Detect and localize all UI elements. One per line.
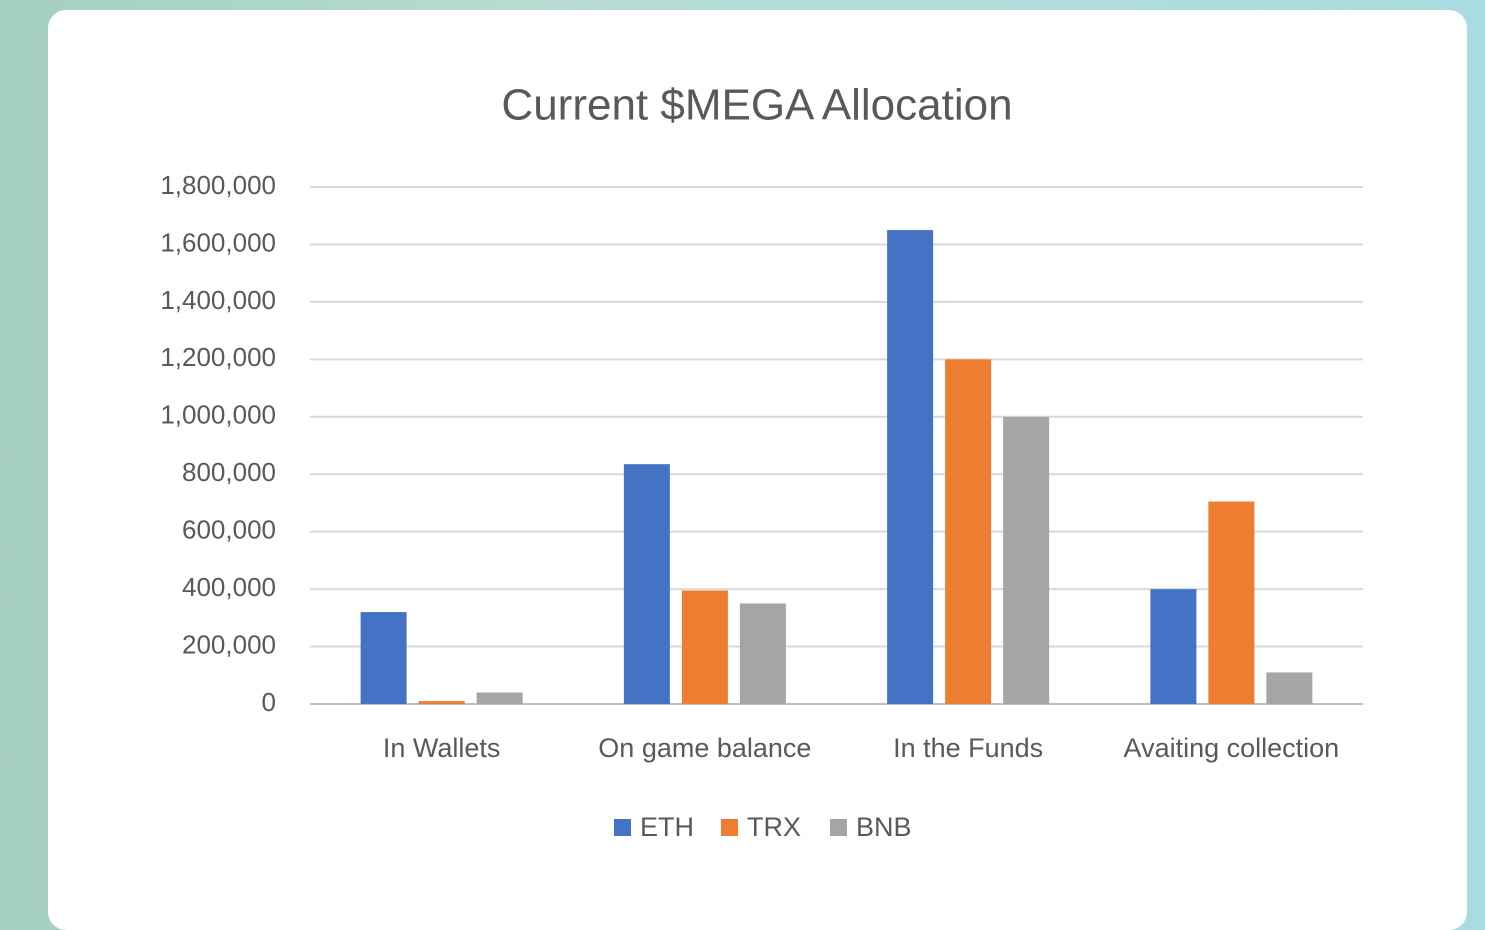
bar bbox=[887, 230, 934, 705]
bar bbox=[945, 359, 992, 704]
x-tick-label: Avaiting collection bbox=[1124, 733, 1340, 763]
y-tick-label: 800,000 bbox=[182, 457, 276, 487]
legend-label: TRX bbox=[747, 812, 801, 842]
bar bbox=[360, 612, 407, 704]
bar bbox=[476, 692, 523, 704]
legend-label: BNB bbox=[856, 812, 912, 842]
legend-swatch bbox=[830, 819, 847, 836]
y-tick-label: 400,000 bbox=[182, 572, 276, 602]
bar bbox=[739, 603, 786, 704]
bar bbox=[681, 590, 728, 704]
bar bbox=[1266, 672, 1313, 704]
y-tick-label: 600,000 bbox=[182, 515, 276, 545]
bar bbox=[1150, 589, 1197, 704]
chart-title: Current $MEGA Allocation bbox=[501, 81, 1012, 130]
legend-swatch bbox=[721, 819, 738, 836]
x-tick-label: In Wallets bbox=[383, 733, 501, 763]
bar bbox=[1208, 501, 1255, 704]
y-tick-label: 200,000 bbox=[182, 629, 276, 659]
y-tick-label: 1,400,000 bbox=[160, 285, 276, 315]
y-tick-label: 1,000,000 bbox=[160, 400, 276, 430]
y-tick-label: 1,200,000 bbox=[160, 342, 276, 372]
bar bbox=[418, 701, 465, 704]
y-tick-label: 1,600,000 bbox=[160, 227, 276, 257]
x-tick-label: On game balance bbox=[598, 733, 811, 763]
card bbox=[48, 10, 1467, 930]
y-tick-label: 0 bbox=[262, 687, 276, 717]
legend-label: ETH bbox=[640, 812, 694, 842]
bar bbox=[623, 464, 670, 704]
bar bbox=[1003, 416, 1050, 704]
y-tick-label: 1,800,000 bbox=[160, 170, 276, 200]
legend-swatch bbox=[614, 819, 631, 836]
x-tick-label: In the Funds bbox=[893, 733, 1043, 763]
